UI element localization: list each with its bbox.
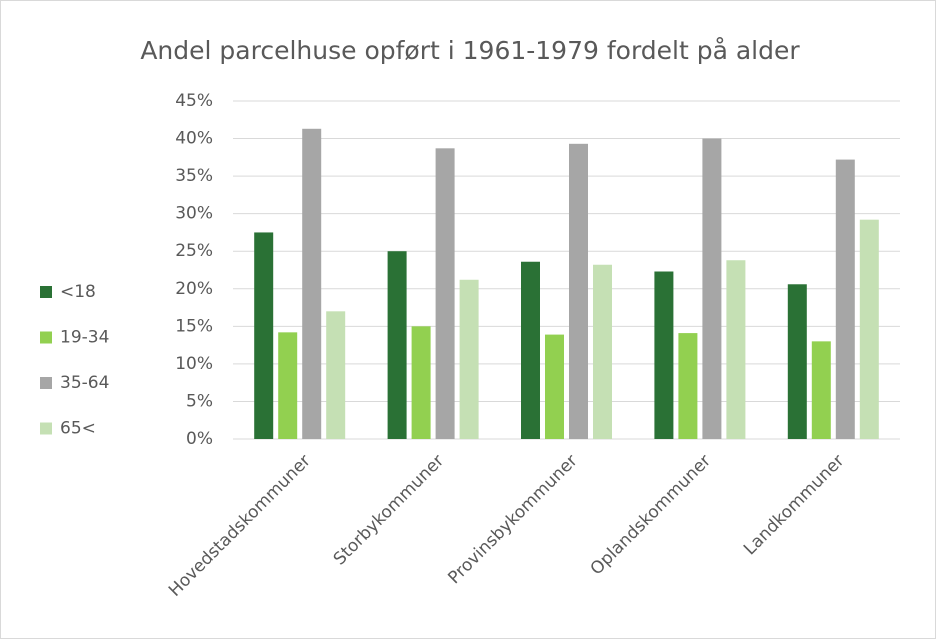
bar — [278, 332, 298, 439]
bar — [545, 334, 564, 439]
bar — [787, 284, 807, 439]
bar — [702, 138, 722, 440]
bar — [859, 219, 879, 439]
bar — [726, 260, 746, 439]
bar — [521, 261, 540, 439]
y-tick-label: 15% — [175, 316, 213, 336]
legend-swatch — [40, 286, 52, 298]
y-tick-label: 35% — [175, 166, 213, 186]
legend-label: 35-64 — [60, 373, 109, 393]
bar — [435, 148, 455, 439]
legend-swatch — [40, 422, 52, 435]
y-tick-label: 25% — [175, 241, 213, 261]
legend-label: 65< — [60, 419, 96, 439]
bar — [678, 333, 698, 439]
legend-label: 19-34 — [60, 328, 109, 348]
bar — [569, 143, 588, 439]
legend-swatch — [40, 331, 52, 344]
bar — [811, 341, 831, 439]
bar — [387, 251, 407, 439]
bar — [654, 271, 674, 439]
bar — [254, 232, 274, 439]
bar — [302, 128, 322, 439]
y-tick-label: 45% — [175, 91, 213, 111]
bar — [411, 326, 431, 439]
bar — [326, 311, 346, 439]
chart-title: Andel parcelhuse opført i 1961-1979 ford… — [140, 36, 800, 65]
y-tick-label: 20% — [175, 279, 213, 299]
legend-swatch — [40, 377, 52, 389]
y-tick-label: 0% — [186, 429, 213, 449]
y-tick-label: 30% — [175, 204, 213, 224]
bar — [459, 279, 479, 439]
legend-label: <18 — [60, 282, 96, 302]
bar — [593, 264, 612, 439]
y-tick-label: 5% — [186, 391, 213, 411]
bar — [835, 159, 855, 439]
y-tick-label: 40% — [175, 129, 213, 149]
y-tick-label: 10% — [175, 354, 213, 374]
